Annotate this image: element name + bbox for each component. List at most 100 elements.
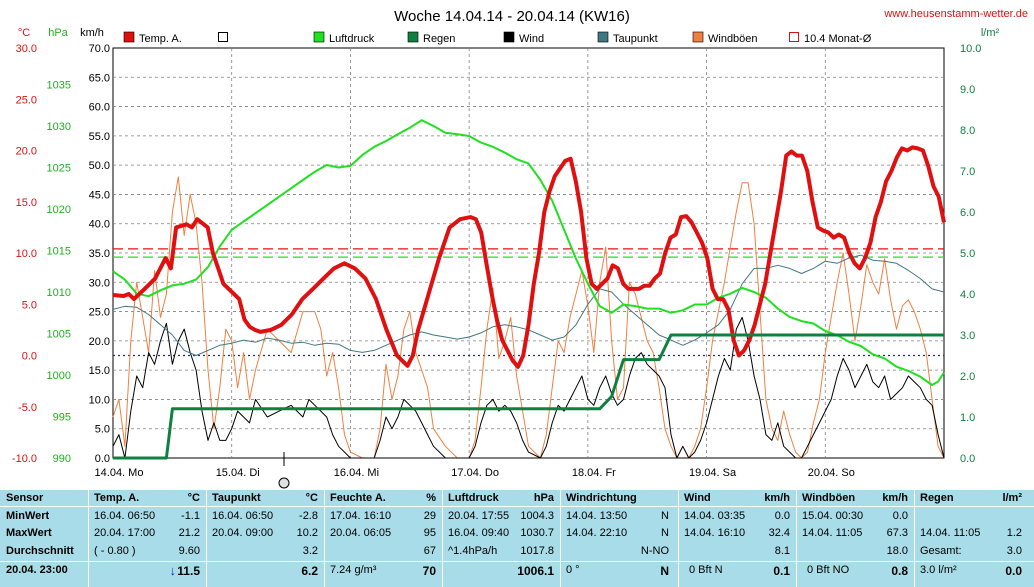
x-tick-label: 16.04. Mi	[334, 467, 379, 479]
wind-tick-label: 65.0	[89, 72, 110, 84]
rain-tick-label: 6.0	[960, 207, 975, 219]
press-unit-label: hPa	[48, 27, 68, 39]
legend-swatch	[407, 31, 419, 43]
temp-min-time: 16.04. 06:50	[94, 510, 156, 522]
legend-swatch	[123, 31, 135, 43]
temp-tick-label: 10.0	[16, 248, 37, 260]
legend-label: 10.4 Monat-Ø	[804, 33, 872, 45]
stats-header-wind: Wind	[684, 492, 711, 504]
label-minwert: MinWert	[6, 510, 50, 522]
wind-tick-label: 20.0	[89, 336, 110, 348]
series-line	[112, 176, 945, 459]
dir-current-note: 0 °	[566, 564, 580, 576]
temp-current-value: 11.5	[177, 564, 200, 578]
dew-max-value: 10.2	[296, 527, 318, 539]
scroll-handle-icon	[278, 477, 290, 489]
stats-header-press: Luftdruck	[448, 492, 499, 504]
rain-unit-label: l/m²	[981, 27, 1000, 39]
stats-col-dew: Taupunkt °C 16.04. 06:50 -2.8 20.04. 09:…	[207, 490, 324, 587]
press-current-value: 1006.1	[517, 564, 554, 578]
rain-current-note: 3.0 l/m²	[920, 564, 957, 576]
wind-tick-label: 60.0	[89, 102, 110, 114]
stats-header-rain-unit: l/m²	[1002, 492, 1022, 504]
temp-avg-value: 9.60	[178, 545, 200, 557]
gust-min-time: 15.04. 00:30	[802, 510, 864, 522]
temp-tick-label: -5.0	[18, 402, 37, 414]
legend-swatch	[503, 31, 515, 43]
label-maxwert: MaxWert	[6, 527, 52, 539]
dir-avg-value: N-NO	[640, 545, 669, 557]
rain-max-value: 1.2	[1006, 527, 1022, 539]
stats-header-temp: Temp. A.	[94, 492, 140, 504]
weather-chart: 30.0 25.0 20.0 15.0 10.0 5.0 0.0 -5.0 -10.0 1035 1…	[12, 8, 1028, 489]
dir-min-value: N	[661, 510, 669, 522]
temp-tick-label: 20.0	[16, 146, 37, 158]
stats-col-sensor: Sensor MinWert MaxWert Durchschnitt 20.0…	[0, 490, 88, 587]
temp-tick-label: -10.0	[12, 453, 37, 465]
rain-tick-label: 8.0	[960, 125, 975, 137]
wind-tick-label: 30.0	[89, 277, 110, 289]
wind-tick-label: 25.0	[89, 307, 110, 319]
press-min-value: 1004.3	[520, 510, 554, 522]
wind-tick-label: 15.0	[89, 365, 110, 377]
dew-max-time: 20.04. 09:00	[212, 527, 274, 539]
wind-tick-label: 5.0	[95, 424, 110, 436]
hum-max-time: 20.04. 06:05	[330, 527, 392, 539]
rain-tick-label: 1.0	[960, 412, 975, 424]
stats-header-rain: Regen	[920, 492, 954, 504]
legend-label: Regen	[423, 33, 455, 45]
stats-col-hum: Feuchte A. % 17.04. 16:10 29 20.04. 06:0…	[325, 490, 442, 587]
temp-avg-note: ( - 0.80 )	[94, 545, 136, 557]
wind-max-time: 14.04. 16:10	[684, 527, 746, 539]
legend-swatch	[789, 32, 799, 42]
dew-avg-value: 3.2	[302, 545, 318, 557]
wind-tick-label: 50.0	[89, 160, 110, 172]
hum-avg-value: 67	[423, 545, 436, 557]
press-tick-label: 1035	[47, 80, 71, 92]
legend-label: Wind	[519, 33, 544, 45]
gust-avg-value: 18.0	[886, 545, 908, 557]
dir-max-value: N	[661, 527, 669, 539]
press-tick-label: 1010	[47, 287, 71, 299]
press-tick-label: 1005	[47, 329, 71, 341]
wind-tick-label: 0.0	[95, 453, 110, 465]
press-tick-label: 1020	[47, 204, 71, 216]
stats-header-dew: Taupunkt	[212, 492, 261, 504]
stats-header-gust: Windböen	[802, 492, 856, 504]
legend-label: Luftdruck	[329, 33, 375, 45]
x-tick-label: 14.04. Mo	[95, 467, 144, 479]
wind-current-note: 0 Bft N	[689, 564, 723, 576]
wind-tick-label: 55.0	[89, 131, 110, 143]
wind-current-value: 0.1	[773, 564, 790, 578]
legend-swatch	[597, 31, 609, 43]
legend-label: Windböen	[708, 33, 758, 45]
stats-col-gust: Windböen km/h 15.04. 00:30 0.0 14.04. 11…	[797, 490, 914, 587]
rain-tick-label: 10.0	[960, 43, 981, 55]
stats-col-temp: Temp. A. °C 16.04. 06:50 -1.1 20.04. 17:…	[89, 490, 206, 587]
temp-tick-label: 15.0	[16, 197, 37, 209]
rain-total-value: 3.0	[1006, 545, 1022, 557]
wind-avg-value: 8.1	[774, 545, 790, 557]
dir-min-time: 14.04. 13:50	[566, 510, 628, 522]
legend-swatch	[692, 31, 704, 43]
rain-tick-label: 2.0	[960, 371, 975, 383]
press-trend-note: ^1.4hPa/h	[448, 545, 498, 557]
gust-current-note: 0 Bft NO	[807, 564, 850, 576]
label-current-time: 20.04. 23:00	[6, 564, 68, 576]
x-tick-label: 20.04. So	[808, 467, 855, 479]
press-tick-label: 1000	[47, 370, 71, 382]
stats-col-press: Luftdruck hPa 20.04. 17:55 1004.3 16.04.…	[443, 490, 560, 587]
arrow-down-icon: ↓	[169, 563, 177, 578]
stats-header-hum-unit: %	[426, 492, 436, 504]
dew-current-value: 6.2	[301, 564, 318, 578]
wind-tick-label: 45.0	[89, 189, 110, 201]
press-avg-value: 1017.8	[520, 545, 554, 557]
stats-header-temp-unit: °C	[187, 492, 200, 504]
statistics-table: Sensor MinWert MaxWert Durchschnitt 20.0…	[0, 490, 1034, 587]
stats-header-press-unit: hPa	[533, 492, 554, 504]
x-tick-label: 17.04. Do	[451, 467, 499, 479]
wind-tick-label: 35.0	[89, 248, 110, 260]
wind-tick-label: 70.0	[89, 43, 110, 55]
dew-min-time: 16.04. 06:50	[212, 510, 274, 522]
wind-tick-label: 40.0	[89, 219, 110, 231]
